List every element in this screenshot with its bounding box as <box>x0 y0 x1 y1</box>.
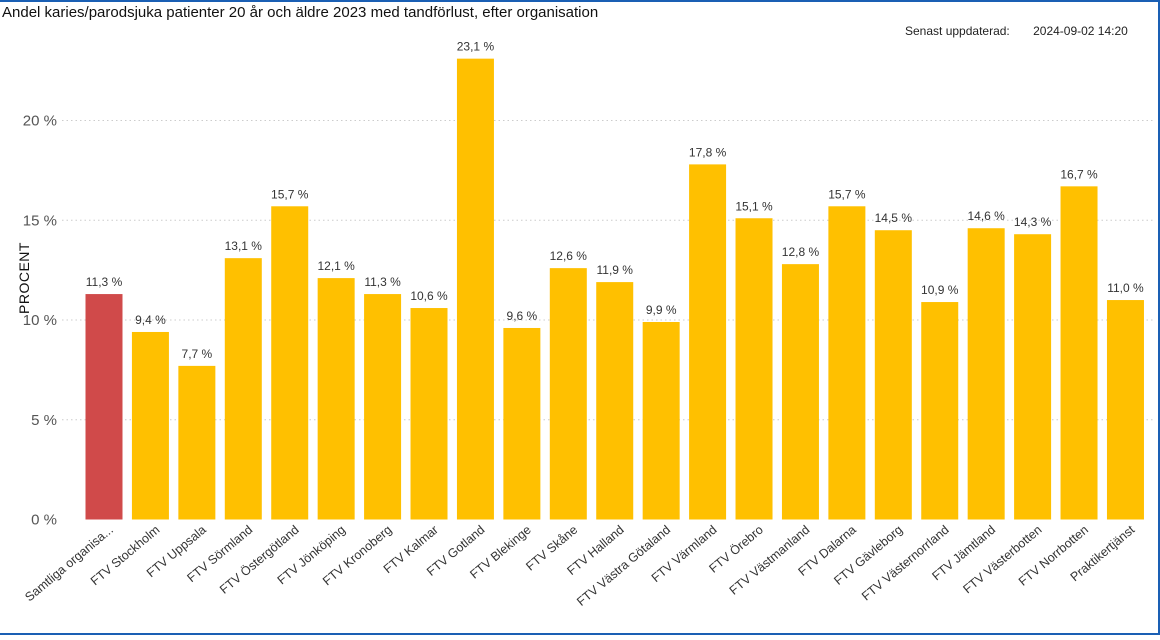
data-label: 23,1 % <box>457 40 495 54</box>
data-label: 12,1 % <box>317 259 355 273</box>
data-label: 9,4 % <box>135 313 166 327</box>
data-label: 9,9 % <box>646 303 677 317</box>
y-tick-label: 5 % <box>31 412 57 429</box>
data-label: 10,6 % <box>410 289 448 303</box>
x-tick-label: FTV Västernorrland <box>859 523 952 604</box>
y-tick-label: 20 % <box>23 113 57 130</box>
y-tick-label: 10 % <box>23 312 57 329</box>
data-label: 7,7 % <box>182 347 213 361</box>
data-label: 15,7 % <box>828 187 866 201</box>
last-updated-label: Senast uppdaterad: <box>905 24 1010 38</box>
bar[interactable] <box>921 302 959 520</box>
y-axis-ticks: 0 % 5 % 10 % 15 % 20 % <box>23 113 57 529</box>
bar[interactable] <box>271 206 309 520</box>
data-label: 9,6 % <box>507 309 538 323</box>
bar[interactable] <box>1014 234 1052 520</box>
data-label: 11,3 % <box>86 275 123 289</box>
data-label: 12,8 % <box>782 245 820 259</box>
data-label: 13,1 % <box>225 239 263 253</box>
data-label: 11,3 % <box>364 275 401 289</box>
bar[interactable] <box>1106 300 1144 520</box>
bar[interactable] <box>689 164 727 520</box>
x-tick-label: FTV Östergötland <box>217 523 302 597</box>
data-label: 15,7 % <box>271 187 309 201</box>
bar[interactable] <box>410 308 448 520</box>
bar[interactable] <box>131 331 169 520</box>
frame-bottom-border <box>0 633 1160 635</box>
y-tick-label: 15 % <box>23 212 57 229</box>
data-label: 14,5 % <box>875 211 913 225</box>
data-label: 11,9 % <box>596 263 633 277</box>
data-label: 14,6 % <box>967 209 1005 223</box>
data-label: 10,9 % <box>921 283 959 297</box>
y-tick-label: 0 % <box>31 512 57 529</box>
data-label: 16,7 % <box>1060 167 1098 181</box>
bar[interactable] <box>642 321 680 520</box>
bar[interactable] <box>364 294 402 520</box>
data-labels: 11,3 % 9,4 % 7,7 % 13,1 % 15,7 % 12,1 % 11,3 %… <box>86 40 1144 361</box>
bar[interactable] <box>828 206 866 520</box>
bar[interactable] <box>178 365 216 520</box>
x-tick-label: FTV Västmanland <box>727 523 813 598</box>
bar[interactable] <box>224 258 262 520</box>
bar[interactable] <box>503 327 541 520</box>
bar[interactable] <box>735 218 773 520</box>
bar[interactable] <box>874 230 912 520</box>
frame-top-border <box>0 0 1160 2</box>
bar[interactable] <box>967 228 1005 520</box>
x-tick-label: Samtliga organisa... <box>22 523 116 605</box>
bar[interactable] <box>456 58 494 520</box>
bar[interactable] <box>781 264 819 520</box>
bar[interactable] <box>1060 186 1098 520</box>
chart-title: Andel karies/parodsjuka patienter 20 år … <box>2 4 599 21</box>
bar[interactable] <box>549 268 587 520</box>
last-updated-value: 2024-09-02 14:20 <box>1033 24 1128 38</box>
frame-right-border <box>1158 0 1160 635</box>
last-updated: Senast uppdaterad: 2024-09-02 14:20 <box>905 24 1128 38</box>
data-label: 14,3 % <box>1014 215 1052 229</box>
bars <box>85 58 1144 520</box>
bar[interactable] <box>85 294 123 520</box>
x-tick-label: FTV Västerbotten <box>960 523 1044 597</box>
data-label: 11,0 % <box>1107 281 1144 295</box>
data-label: 12,6 % <box>550 249 588 263</box>
data-label: 15,1 % <box>735 199 773 213</box>
bar[interactable] <box>596 282 634 520</box>
data-label: 17,8 % <box>689 145 727 159</box>
bar[interactable] <box>317 278 355 520</box>
